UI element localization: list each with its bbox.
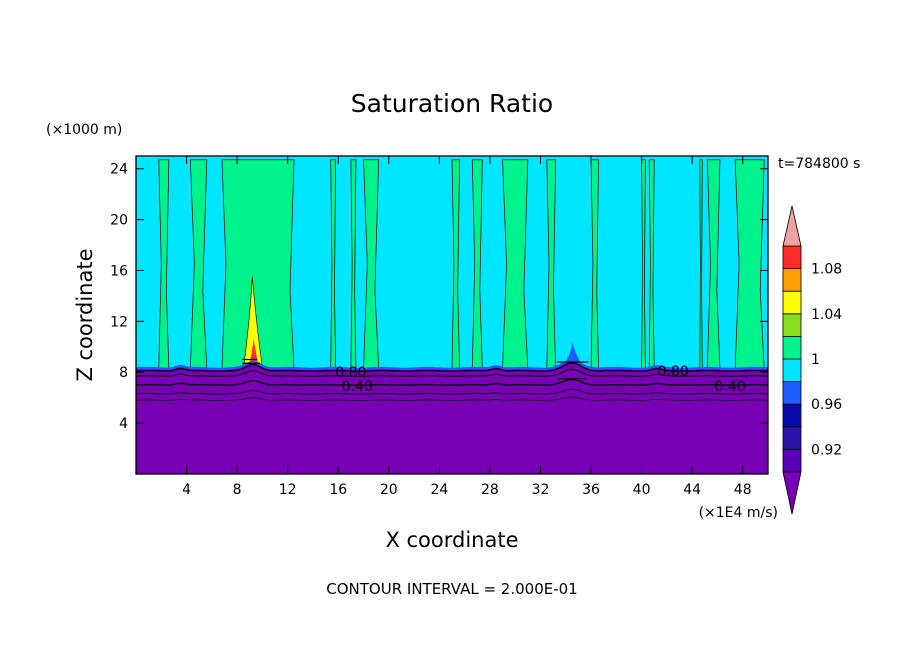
contour-label-0: 0.80 <box>335 365 366 381</box>
contour-label-2: 0.80 <box>658 364 689 380</box>
y-axis-ticks: 4 8 12 16 20 24 <box>110 162 768 432</box>
colorbar-tick-label-4: 1.08 <box>811 262 842 278</box>
x-tick-label-0: 4 <box>182 482 191 498</box>
y-tick-label-5: 24 <box>110 162 128 178</box>
y-unit-label: (×1000 m) <box>46 122 122 138</box>
supersaturated-column-15 <box>734 159 765 369</box>
colorbar-over-arrow <box>782 205 802 247</box>
x-tick-label-11: 48 <box>734 482 752 498</box>
x-axis-ticks: 4 8 12 16 20 24 28 32 36 40 44 48 <box>182 156 752 498</box>
contour-label-3: 0.40 <box>714 379 745 395</box>
colorbar-segment-3 <box>782 381 802 405</box>
colorbar-under-arrow <box>782 471 802 515</box>
x-tick-label-8: 36 <box>582 482 600 498</box>
colorbar-segment-9 <box>782 245 802 270</box>
y-tick-label-4: 20 <box>110 213 128 229</box>
x-axis-label: X coordinate <box>385 528 518 552</box>
x-tick-label-10: 44 <box>683 482 701 498</box>
colorbar-tick-label-2: 1 <box>811 352 820 368</box>
colorbar-segment-1 <box>782 426 802 450</box>
colorbar-segment-4 <box>782 358 802 383</box>
colorbar-tick-label-0: 0.92 <box>811 442 842 458</box>
contour-line-2 <box>136 378 768 386</box>
plot-frame <box>135 155 769 475</box>
contour-cluster-dip <box>556 361 589 380</box>
x-tick-label-4: 20 <box>380 482 398 498</box>
colorbar-segment-8 <box>782 268 802 292</box>
peak-plume-core <box>248 339 259 369</box>
colorbar-segment-0 <box>782 448 802 473</box>
colorbar-segment-7 <box>782 290 802 315</box>
x-tick-label-1: 8 <box>233 482 242 498</box>
contour-line-3 <box>136 388 768 395</box>
contour-labels: 0.800.400.800.40 <box>335 364 745 395</box>
x-tick-label-7: 32 <box>532 482 550 498</box>
supersaturated-column-13 <box>699 159 703 369</box>
saturation-field <box>136 156 768 474</box>
peak-plume-outer <box>243 276 263 369</box>
dry-lower-layer <box>136 360 768 474</box>
x-tick-label-5: 24 <box>430 482 448 498</box>
time-label: t=784800 s <box>778 156 860 172</box>
y-tick-label-3: 16 <box>110 263 128 279</box>
chart-title: Saturation Ratio <box>351 89 553 118</box>
x-tick-label-9: 40 <box>633 482 651 498</box>
x-tick-label-6: 28 <box>481 482 499 498</box>
y-tick-label-0: 4 <box>119 416 128 432</box>
y-tick-label-1: 8 <box>119 365 128 381</box>
y-tick-label-2: 12 <box>110 314 128 330</box>
y-axis-label: Z coordinate <box>73 248 97 381</box>
colorbar-segment-2 <box>782 403 802 428</box>
supersaturated-column-8 <box>502 159 529 369</box>
contour-line-1 <box>136 368 768 377</box>
contour-label-1: 0.40 <box>342 379 373 395</box>
colorbar: 0.92 0.96 1 1.04 1.08 <box>782 205 842 515</box>
colorbar-tick-label-3: 1.04 <box>811 307 842 323</box>
colorbar-tick-label-1: 0.96 <box>811 397 842 413</box>
colorbar-segment-5 <box>782 335 802 360</box>
x-unit-label: (×1E4 m/s) <box>699 505 778 521</box>
colorbar-segment-6 <box>782 313 802 337</box>
x-tick-label-2: 12 <box>279 482 297 498</box>
contour-cluster-peak <box>242 358 260 364</box>
contour-lines <box>136 358 768 401</box>
contour-line-0 <box>136 362 768 372</box>
transition-band <box>136 359 768 370</box>
contour-line-4 <box>136 396 768 401</box>
contour-interval-note: CONTOUR INTERVAL = 2.000E-01 <box>326 580 577 598</box>
x-tick-label-3: 16 <box>329 482 347 498</box>
